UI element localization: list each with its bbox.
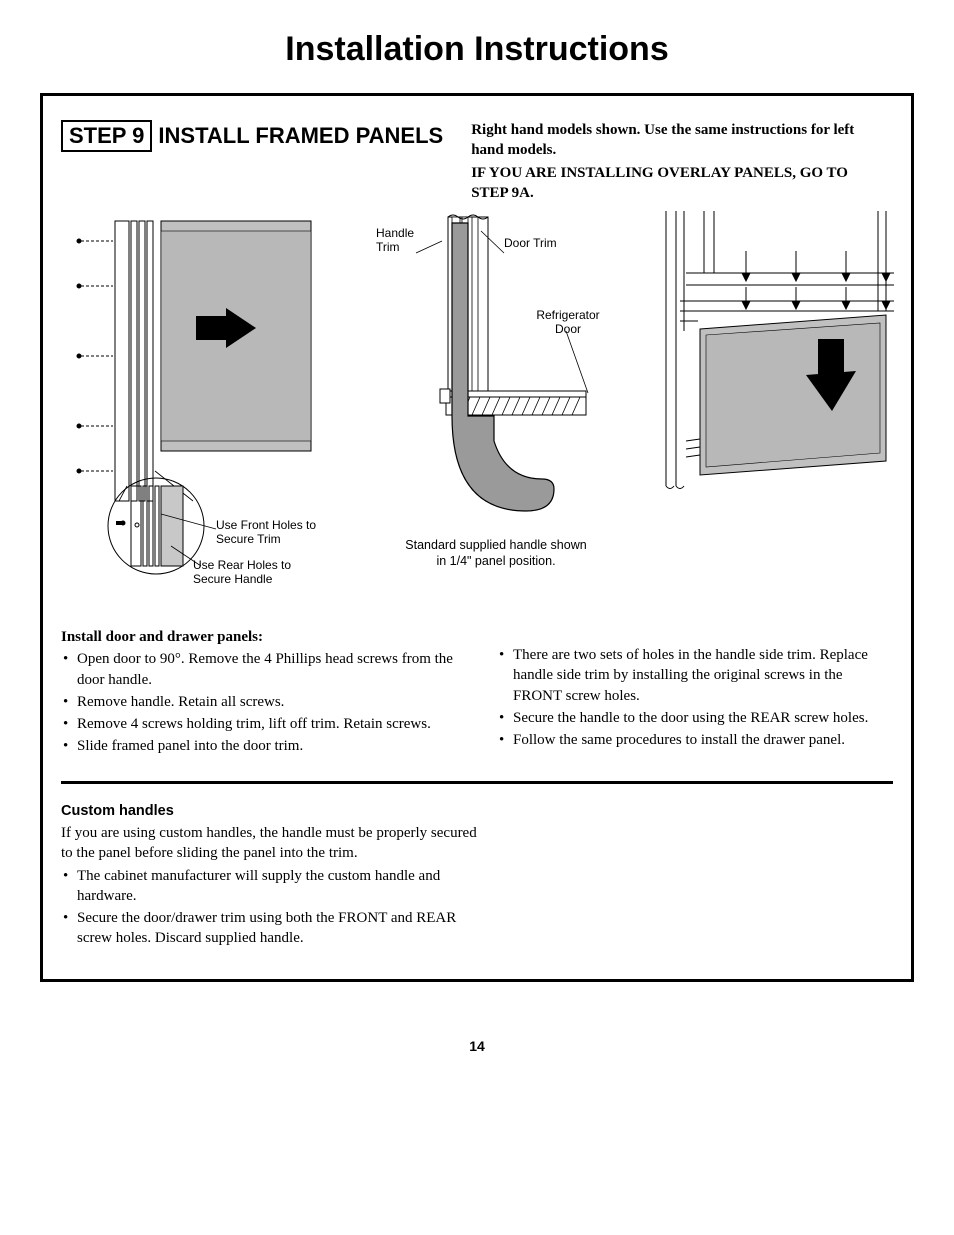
- step-header-row: STEP 9 INSTALL FRAMED PANELS Right hand …: [61, 120, 893, 203]
- figure-1-label-rear: Use Rear Holes to Secure Handle: [193, 559, 313, 587]
- section-divider: [61, 781, 893, 784]
- custom-handles-list: The cabinet manufacturer will supply the…: [61, 866, 491, 949]
- custom-item-1: Secure the door/drawer trim using both t…: [61, 908, 491, 949]
- step-note-line1: Right hand models shown. Use the same in…: [471, 120, 861, 161]
- step-title: INSTALL FRAMED PANELS: [158, 123, 443, 149]
- custom-item-0: The cabinet manufacturer will supply the…: [61, 866, 491, 907]
- instr-right-1: Secure the handle to the door using the …: [497, 708, 893, 728]
- instr-left-0: Open door to 90°. Remove the 4 Phillips …: [61, 649, 457, 690]
- instr-left-3: Slide framed panel into the door trim.: [61, 736, 457, 756]
- custom-handles-heading: Custom handles: [61, 802, 491, 822]
- step-note-line2: IF YOU ARE INSTALLING OVERLAY PANELS, GO…: [471, 163, 861, 204]
- instr-right-0: There are two sets of holes in the handl…: [497, 645, 893, 706]
- instructions: Install door and drawer panels: Open doo…: [61, 627, 893, 759]
- figure-2: Handle Trim Door Trim Refrigerator Door …: [356, 211, 636, 570]
- instructions-left-col: Install door and drawer panels: Open doo…: [61, 627, 457, 759]
- content-frame: STEP 9 INSTALL FRAMED PANELS Right hand …: [40, 93, 914, 982]
- figure-2-label-door-trim: Door Trim: [504, 237, 557, 251]
- instructions-left-list: Open door to 90°. Remove the 4 Phillips …: [61, 649, 457, 756]
- step-heading: STEP 9 INSTALL FRAMED PANELS: [61, 120, 443, 152]
- custom-handles-intro: If you are using custom handles, the han…: [61, 823, 491, 864]
- figures-row: Use Front Holes to Secure Trim Use Rear …: [61, 211, 893, 601]
- figure-2-svg: [356, 211, 636, 531]
- page-number: 14: [40, 1038, 914, 1054]
- figure-3-svg: [646, 211, 896, 491]
- instr-left-1: Remove handle. Retain all screws.: [61, 692, 457, 712]
- figure-1-label-front: Use Front Holes to Secure Trim: [216, 519, 326, 547]
- instructions-lead: Install door and drawer panels:: [61, 627, 457, 647]
- figure-2-caption: Standard supplied handle shown in 1/4" p…: [356, 537, 636, 570]
- instr-right-2: Follow the same procedures to install th…: [497, 730, 893, 750]
- figure-2-label-ref-door: Refrigerator Door: [528, 309, 608, 337]
- figure-1: Use Front Holes to Secure Trim Use Rear …: [61, 211, 346, 601]
- instructions-right-list: There are two sets of holes in the handl…: [497, 645, 893, 750]
- figure-2-caption-l2: in 1/4" panel position.: [436, 554, 555, 568]
- figure-2-caption-l1: Standard supplied handle shown: [405, 538, 586, 552]
- instr-left-2: Remove 4 screws holding trim, lift off t…: [61, 714, 457, 734]
- instructions-right-col: There are two sets of holes in the handl…: [497, 627, 893, 759]
- figure-2-label-handle-trim: Handle Trim: [376, 227, 431, 255]
- step-number-box: STEP 9: [61, 120, 152, 152]
- page-title: Installation Instructions: [40, 30, 914, 69]
- figure-3: [646, 211, 896, 491]
- step-note: Right hand models shown. Use the same in…: [471, 120, 861, 203]
- custom-handles-section: Custom handles If you are using custom h…: [61, 802, 491, 949]
